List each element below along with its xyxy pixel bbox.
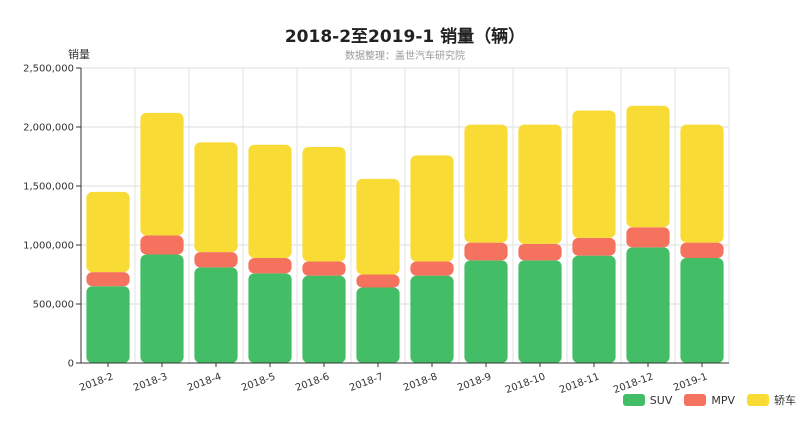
bar-轿车-2018-12	[626, 105, 670, 228]
bar-SUV-2019-1	[680, 257, 724, 363]
bar-MPV-2018-5	[248, 257, 292, 274]
bar-MPV-2018-6	[302, 261, 346, 276]
bar-MPV-2018-7	[356, 274, 400, 288]
x-tick-label: 2018-5	[240, 371, 277, 393]
bar-轿车-2018-9	[464, 124, 508, 243]
bar-SUV-2018-12	[626, 247, 670, 363]
x-tick-label: 2018-8	[402, 371, 439, 393]
x-tick-label: 2018-9	[456, 371, 493, 393]
bar-SUV-2018-7	[356, 287, 400, 363]
legend-label-suv: SUV	[649, 393, 673, 407]
x-tick-label: 2018-6	[294, 371, 331, 393]
bar-轿车-2019-1	[680, 124, 724, 243]
bar-轿车-2018-5	[248, 144, 292, 258]
chart-subtitle: 数据整理：盖世汽车研究院	[345, 51, 465, 62]
legend-label-mpv: MPV	[711, 393, 735, 407]
bar-MPV-2018-9	[464, 242, 508, 261]
legend-item-suv[interactable]: SUV	[622, 393, 673, 407]
y-tick-label: 500,000	[33, 300, 74, 311]
legend: SUV MPV 轿车	[622, 392, 796, 408]
bar-SUV-2018-5	[248, 273, 292, 363]
y-tick-label: 1,500,000	[23, 182, 74, 193]
bar-SUV-2018-10	[518, 260, 562, 363]
bar-SUV-2018-4	[194, 267, 238, 363]
bar-SUV-2018-3	[140, 254, 184, 363]
x-tick-label: 2018-10	[504, 371, 547, 396]
x-tick-label: 2018-11	[558, 371, 601, 396]
bar-轿车-2018-11	[572, 110, 616, 238]
bar-轿车-2018-8	[410, 155, 454, 262]
x-tick-label: 2018-7	[348, 371, 385, 393]
x-tick-label: 2018-4	[186, 371, 223, 393]
y-tick-label: 2,000,000	[23, 123, 74, 134]
bar-MPV-2019-1	[680, 242, 724, 258]
bar-SUV-2018-9	[464, 260, 508, 363]
y-tick-label: 1,000,000	[23, 241, 74, 252]
chart-title: 2018-2至2019-1 销量（辆）	[284, 27, 526, 47]
bar-轿车-2018-7	[356, 178, 400, 275]
legend-swatch-suv	[622, 394, 645, 406]
x-tick-label: 2019-1	[672, 371, 709, 393]
legend-swatch-sedan	[747, 394, 769, 406]
bar-SUV-2018-2	[86, 286, 130, 363]
bar-轿车-2018-4	[194, 142, 238, 253]
bar-轿车-2018-3	[140, 112, 184, 236]
bar-SUV-2018-6	[302, 275, 346, 363]
bar-MPV-2018-12	[626, 227, 670, 248]
legend-swatch-mpv	[684, 394, 707, 406]
bar-MPV-2018-10	[518, 243, 562, 261]
bar-MPV-2018-8	[410, 261, 454, 276]
legend-label-sedan: 轿车	[774, 394, 796, 407]
legend-item-sedan[interactable]: 轿车	[747, 392, 796, 408]
legend-item-mpv[interactable]: MPV	[684, 394, 735, 407]
bar-MPV-2018-2	[86, 272, 130, 287]
bar-SUV-2018-11	[572, 255, 616, 363]
y-tick-label: 2,500,000	[23, 64, 74, 75]
bar-MPV-2018-3	[140, 235, 184, 255]
bar-轿车-2018-10	[518, 124, 562, 244]
bar-SUV-2018-8	[410, 275, 454, 363]
x-tick-label: 2018-3	[132, 371, 169, 393]
bar-MPV-2018-4	[194, 252, 238, 268]
bar-MPV-2018-11	[572, 237, 616, 256]
bar-轿车-2018-2	[86, 191, 130, 273]
y-tick-label: 0	[68, 359, 74, 370]
bar-轿车-2018-6	[302, 147, 346, 262]
y-axis-title: 销量	[68, 48, 90, 61]
x-tick-label: 2018-2	[78, 371, 115, 393]
